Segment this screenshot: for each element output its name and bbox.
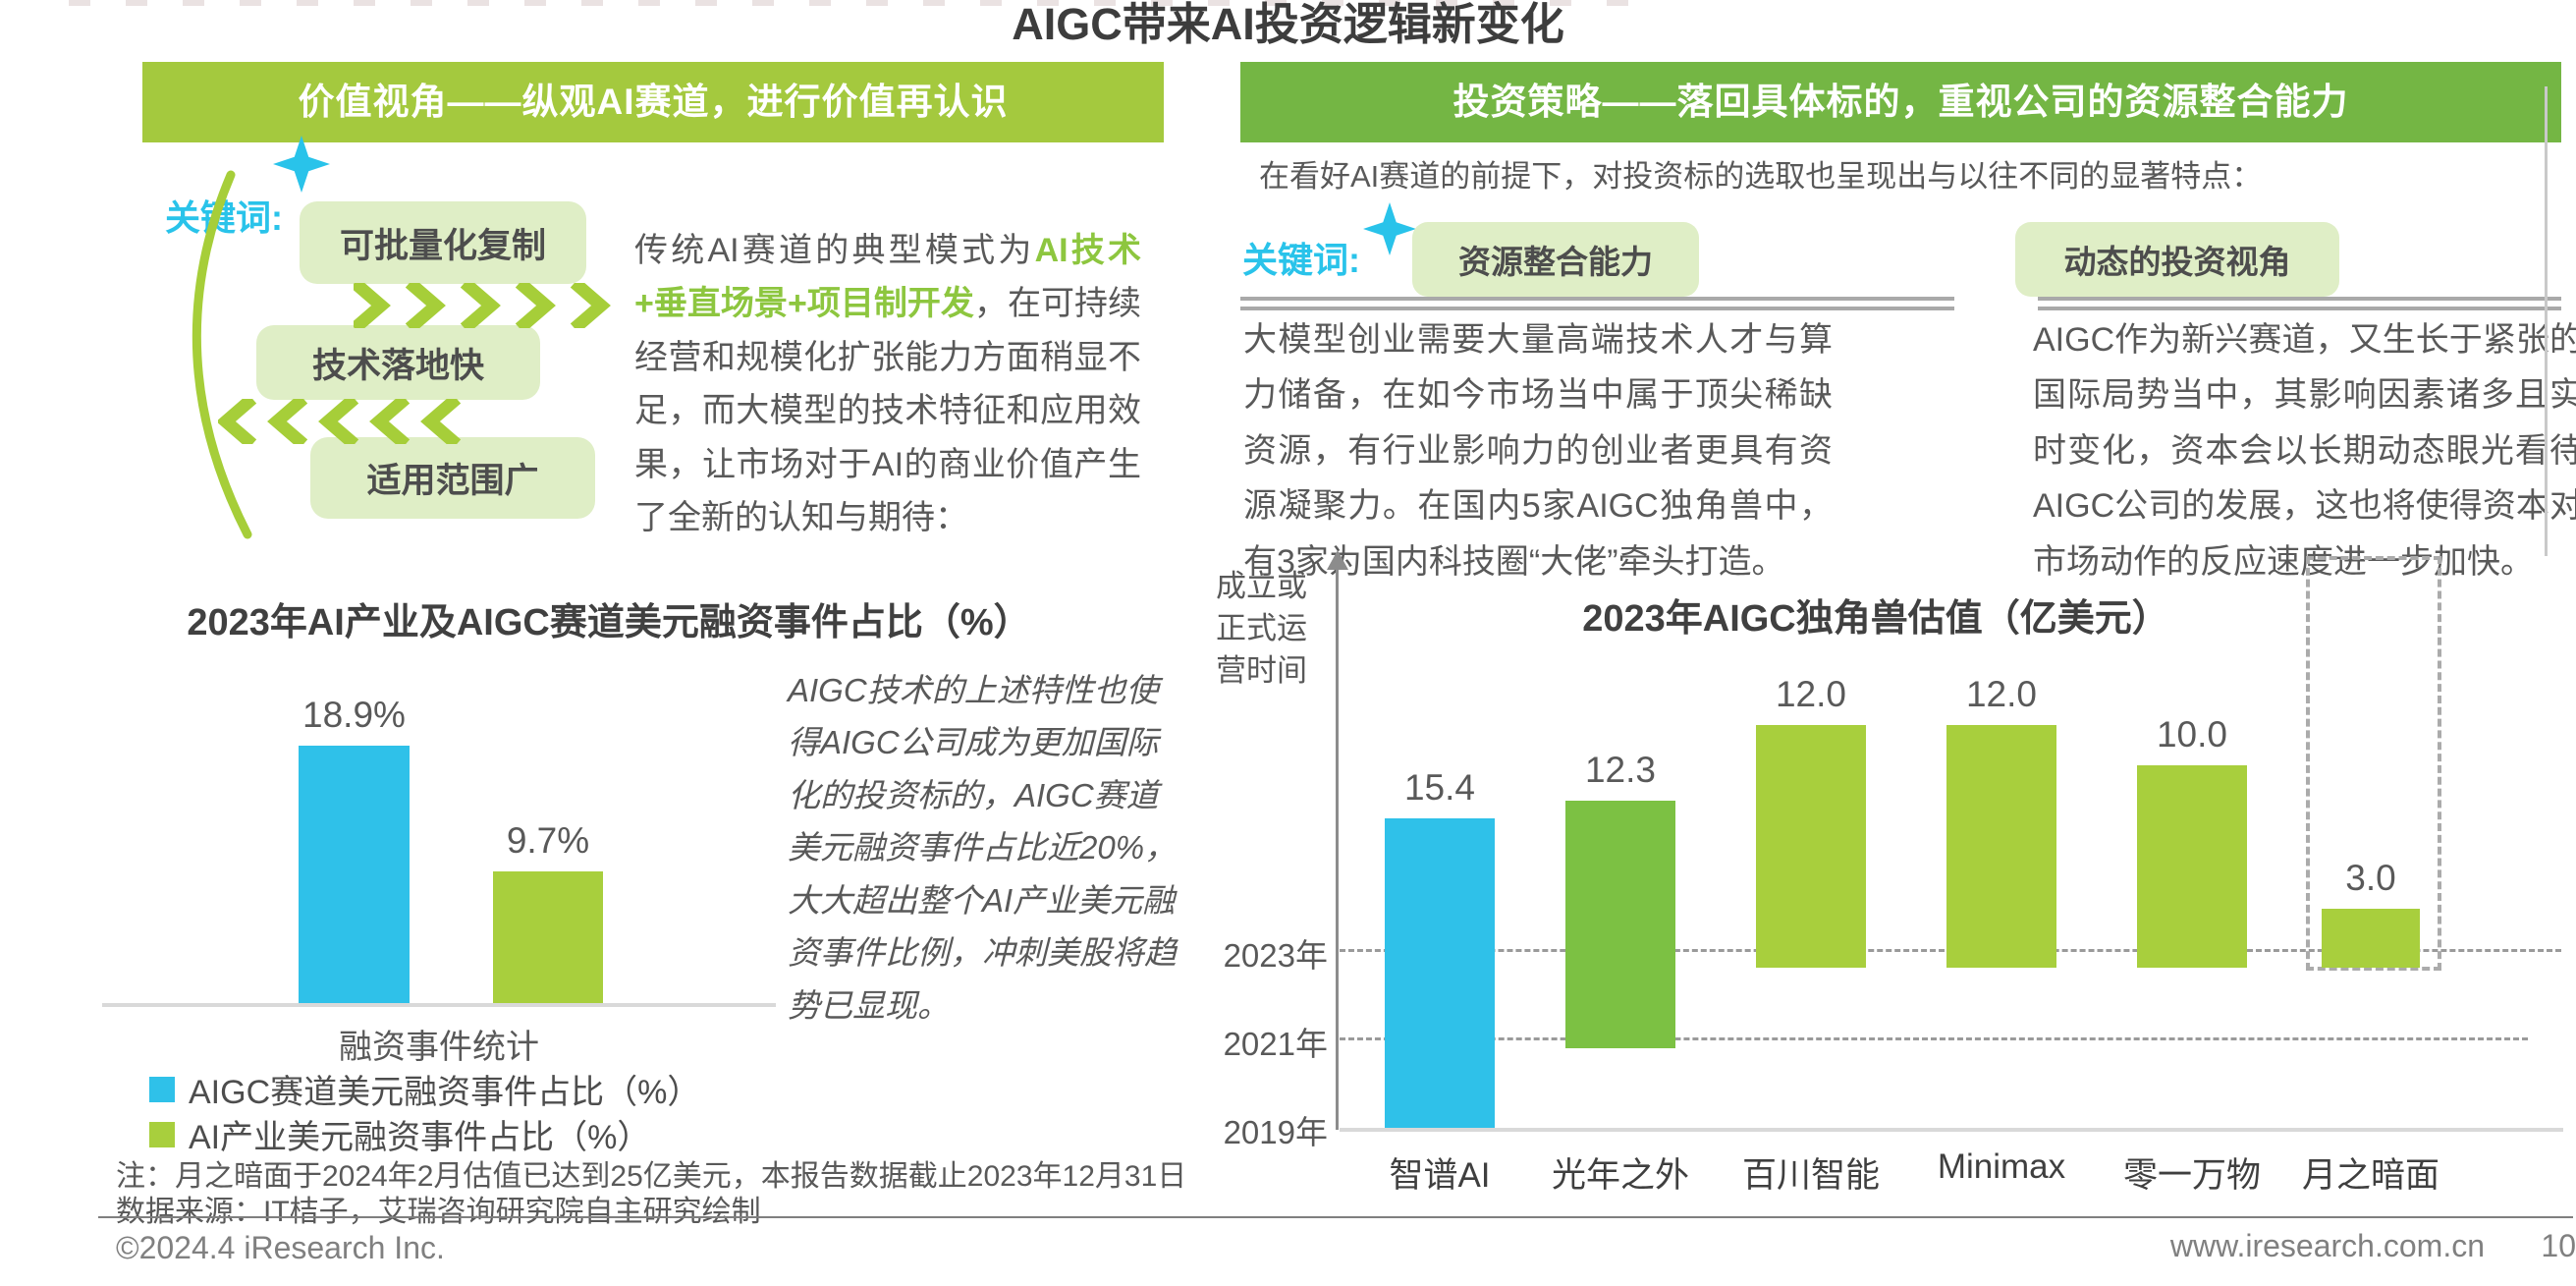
page-number: 10 xyxy=(2541,1228,2576,1263)
left-italic-note: AIGC技术的上述特性也使得AIGC公司成为更加国际化的投资标的，AIGC赛道美… xyxy=(788,672,1178,1024)
axis-arrow-icon xyxy=(1327,550,1348,570)
right-chart-bar-5 xyxy=(2137,765,2247,968)
arc-decoration xyxy=(192,170,252,539)
right-chart-bar-1 xyxy=(1385,818,1495,1128)
right-chart-title: 2023年AIGC独角兽估值（亿美元） xyxy=(1582,598,2169,640)
chevrons-right-icon xyxy=(354,283,611,328)
right-chart-category-label: Minimax xyxy=(1937,1147,2066,1186)
keyword-text: 可批量化复制 xyxy=(339,226,546,265)
keyword-text: 适用范围广 xyxy=(366,462,539,500)
left-chart-bar-1 xyxy=(299,746,410,1004)
footer-website: www.iresearch.com.cn xyxy=(2169,1228,2485,1263)
footer-divider-line xyxy=(98,1216,2573,1218)
right-chart-category-label: 百川智能 xyxy=(1741,1156,1880,1195)
footnote-2: 数据来源：IT桔子，艾瑞咨询研究院自主研究绘制 xyxy=(116,1196,761,1228)
right-chart-ytick: 2019年 xyxy=(1223,1114,1328,1150)
left-chart-axis-line xyxy=(102,1003,776,1007)
legend-swatch-cyan xyxy=(149,1076,175,1102)
left-chart-value-label: 9.7% xyxy=(506,820,590,861)
keyword-box-replicable: 可批量化复制 xyxy=(300,201,586,284)
keyword-text: 资源整合能力 xyxy=(1458,244,1653,280)
right-chart-value-label: 12.0 xyxy=(1775,674,1846,714)
left-chart-title: 2023年AI产业及AIGC赛道美元融资事件占比（%） xyxy=(187,602,1031,643)
cropped-top-text-remnant xyxy=(69,0,1660,6)
right-intro-text: 在看好AI赛道的前提下，对投资标的选取也呈现出与以往不同的显著特点： xyxy=(1259,159,2263,194)
left-chart-bar-2 xyxy=(493,871,603,1004)
right-chart-bar-4 xyxy=(1946,725,2056,968)
right-chart-bar-3 xyxy=(1756,725,1866,968)
left-section-header: 价值视角——纵观AI赛道，进行价值再认识 xyxy=(142,62,1164,142)
page-title: AIGC带来AI投资逻辑新变化 xyxy=(1012,0,1564,49)
keyword-text: 动态的投资视角 xyxy=(2063,244,2291,280)
legend-swatch-green xyxy=(149,1121,175,1147)
double-divider-right xyxy=(2038,297,2561,310)
left-paragraph: 传统AI赛道的典型模式为AI技术+垂直场景+项目制开发，在可持续经营和规模化扩张… xyxy=(634,224,1141,544)
right-chart-ytick: 2021年 xyxy=(1223,1026,1328,1062)
legend-label: AIGC赛道美元融资事件占比（%） xyxy=(189,1074,701,1111)
right-chart-ylabel: 成立或正式运营时间 xyxy=(1216,569,1307,688)
keyword-box-fast-landing: 技术落地快 xyxy=(256,325,540,400)
legend-label: AI产业美元融资事件占比（%） xyxy=(189,1119,651,1156)
right-chart-category-label: 智谱AI xyxy=(1389,1156,1491,1195)
right-chart-bar-2 xyxy=(1565,801,1675,1048)
gridline-2021 xyxy=(1340,1037,2528,1040)
keyword-box-resource-integration: 资源整合能力 xyxy=(1412,222,1699,297)
right-edge-line xyxy=(2545,86,2548,556)
legend-row-aigc: AIGC赛道美元融资事件占比（%） xyxy=(149,1065,700,1113)
right-paragraph-right: AIGC作为新兴赛道，又生长于紧张的国际局势当中，其影响因素诸多且实时变化，资本… xyxy=(2033,321,2576,581)
right-keyword-label: 关键词: xyxy=(1242,240,1360,280)
right-chart-baseline xyxy=(1340,1128,2563,1132)
right-chart-category-label: 月之暗面 xyxy=(2301,1156,2439,1195)
right-chart-value-label: 10.0 xyxy=(2156,714,2227,755)
paragraph-text: 传统AI赛道的典型模式为 xyxy=(634,232,1035,269)
double-divider-left xyxy=(1240,297,1954,310)
right-chart-value-label: 15.4 xyxy=(1403,767,1475,808)
right-chart-value-label: 12.3 xyxy=(1584,750,1656,790)
right-chart-value-label: 12.0 xyxy=(1965,674,2037,714)
right-chart-category-label: 零一万物 xyxy=(2122,1156,2261,1195)
keyword-box-dynamic-view: 动态的投资视角 xyxy=(2015,222,2339,297)
footnote-1: 注：月之暗面于2024年2月估值已达到25亿美元，本报告数据截止2023年12月… xyxy=(116,1160,1187,1193)
sparkle-star-icon xyxy=(273,136,330,193)
right-paragraph-left: 大模型创业需要大量高端技术人才与算力储备，在如今市场当中属于顶尖稀缺资源，有行业… xyxy=(1243,321,1833,581)
paragraph-highlight: AI技术+垂直场景+项目制开发 xyxy=(634,232,1142,323)
right-chart-ytick: 2023年 xyxy=(1223,937,1328,974)
keyword-box-wide-scope: 适用范围广 xyxy=(310,437,595,519)
right-section-header: 投资策略——落回具体标的，重视公司的资源整合能力 xyxy=(1240,62,2561,142)
right-chart-category-label: 光年之外 xyxy=(1551,1156,1689,1195)
highlight-dashed-box xyxy=(2306,556,2441,971)
right-chart-yaxis xyxy=(1336,568,1339,1130)
keyword-text: 技术落地快 xyxy=(311,346,484,385)
sparkle-star-icon xyxy=(1363,202,1416,255)
left-chart-value-label: 18.9% xyxy=(302,695,406,735)
chevrons-left-icon xyxy=(218,399,462,444)
legend-row-ai-industry: AI产业美元融资事件占比（%） xyxy=(149,1110,650,1158)
paragraph-text: ，在可持续经营和规模化扩张能力方面稍显不足，而大模型的技术特征和应用效果，让市场… xyxy=(634,285,1141,536)
left-chart-xlabel: 融资事件统计 xyxy=(339,1029,539,1066)
copyright-text: ©2024.4 iResearch Inc. xyxy=(116,1230,445,1265)
